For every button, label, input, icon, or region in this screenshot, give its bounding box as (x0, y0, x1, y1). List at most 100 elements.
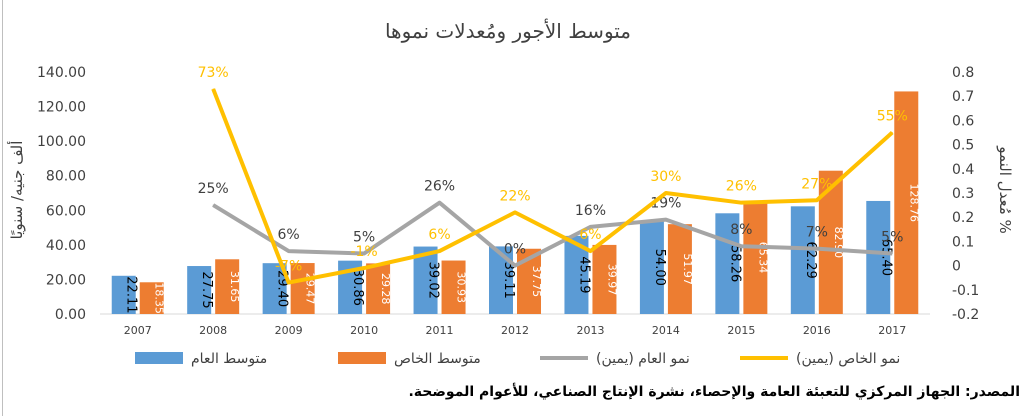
y2-tick-label: 0.3 (952, 186, 974, 202)
frame-edge (2, 0, 3, 416)
y-tick-label: 140.00 (37, 65, 86, 81)
x-tick-label: 2008 (199, 324, 227, 337)
bar-value-label: 54.00 (652, 249, 667, 286)
bar (715, 213, 740, 314)
bar-value-label: 58.26 (727, 245, 742, 282)
line-point (212, 88, 214, 90)
line-point (891, 253, 893, 254)
source-note: المصدر: الجهاز المركزي للتعبئة العامة وا… (408, 384, 1020, 400)
bar (187, 266, 212, 314)
bar (489, 246, 513, 314)
y2-tick-label: 0.7 (952, 89, 974, 105)
line-point (740, 202, 742, 204)
y-tick-label: 20.00 (46, 272, 86, 288)
bar (866, 200, 891, 314)
y2-axis-title: مُعدل النمو % (996, 145, 1014, 234)
bar-value-label: 22.11 (124, 276, 139, 313)
line-point (439, 250, 441, 252)
y-tick-label: 60.00 (46, 203, 86, 219)
x-tick-label: 2007 (124, 324, 152, 337)
y2-tick-label: 0.1 (952, 234, 974, 250)
combo-chart: متوسط الأجور ومُعدلات نموها 0.00 20.00 40.0… (7, 19, 1014, 367)
bar (366, 263, 391, 314)
line-data-label: 73% (198, 65, 229, 81)
bar-value-label: 31.65 (228, 271, 241, 303)
line-point (514, 211, 516, 213)
line-point (740, 245, 742, 247)
legend-swatch (135, 352, 183, 364)
bar (139, 282, 164, 314)
bar-value-label: 82.90 (832, 227, 845, 259)
bar (441, 260, 466, 314)
bar-value-label: 39.97 (605, 264, 618, 296)
line-data-label: -7% (275, 259, 302, 275)
bar-value-label: 65.34 (756, 242, 769, 274)
bar (639, 220, 664, 314)
line-data-label: 22% (499, 188, 530, 204)
x-tick-label: 2015 (727, 324, 755, 337)
bar-value-label: 18.35 (153, 282, 166, 314)
y2-tick-label: -0.2 (952, 307, 979, 323)
x-tick-label: 2016 (803, 324, 831, 337)
bar-value-label: 30.93 (455, 272, 468, 304)
bar (667, 224, 692, 314)
line-data-label: 26% (424, 179, 455, 195)
y2-tick-label: 0.4 (952, 162, 974, 178)
bar-value-label: 39.11 (501, 262, 516, 299)
line-data-label: 25% (198, 181, 229, 197)
line-point (816, 248, 818, 250)
line-data-label: 0% (504, 242, 526, 258)
line-data-label: 27% (801, 176, 832, 192)
series-line (212, 200, 893, 268)
line-data-label: 6% (278, 227, 300, 243)
legend-swatch (338, 352, 386, 364)
bar-value-label: 62.29 (803, 242, 818, 279)
line-point (589, 250, 591, 252)
bar (111, 275, 136, 314)
legend-label: نمو الخاص (يمين) (796, 351, 900, 367)
line-point (288, 250, 290, 252)
bar-value-label: 30.86 (350, 269, 365, 306)
x-tick-label: 2010 (350, 324, 378, 337)
line-point (589, 226, 591, 228)
line-data-label: 5% (881, 230, 903, 246)
bar-value-label: 65.40 (878, 239, 893, 276)
y-tick-label: 100.00 (37, 134, 86, 150)
bar (592, 244, 617, 314)
bar-value-label: 51.97 (681, 253, 694, 285)
x-tick-label: 2011 (426, 324, 454, 337)
line-data-label: 7% (806, 225, 828, 241)
line-data-label: 6% (428, 227, 450, 243)
line-point (439, 202, 441, 204)
chart-title: متوسط الأجور ومُعدلات نموها (385, 19, 631, 43)
line-point (891, 132, 893, 133)
y-tick-label: 80.00 (46, 169, 86, 185)
line-point (816, 199, 818, 201)
legend-label: متوسط الخاص (394, 351, 481, 367)
bar (790, 206, 815, 314)
line-data-label: -1% (350, 244, 377, 260)
y-tick-label: 40.00 (46, 238, 86, 254)
line-data-label: 55% (877, 109, 908, 125)
x-tick-label: 2014 (652, 324, 680, 337)
legend-label: نمو العام (يمين) (596, 351, 690, 367)
bar-value-label: 39.02 (426, 262, 441, 299)
bar-value-label: 27.75 (199, 271, 214, 308)
line-point (665, 192, 667, 194)
bar (743, 201, 768, 314)
line-point (665, 219, 667, 221)
series-line (211, 88, 894, 285)
y-tick-label: 120.00 (37, 100, 86, 116)
y2-tick-label: 0.2 (952, 210, 974, 226)
line-point (363, 253, 365, 254)
y2-tick-label: -0.1 (952, 283, 979, 299)
line-data-label: 26% (726, 179, 757, 195)
x-tick-label: 2017 (878, 324, 906, 337)
x-tick-label: 2013 (576, 324, 604, 337)
bar (290, 263, 315, 314)
line-data-label: 30% (650, 169, 681, 185)
y2-tick-label: 0.6 (952, 113, 974, 129)
line-data-label: 6% (579, 227, 601, 243)
line-point (288, 282, 290, 284)
